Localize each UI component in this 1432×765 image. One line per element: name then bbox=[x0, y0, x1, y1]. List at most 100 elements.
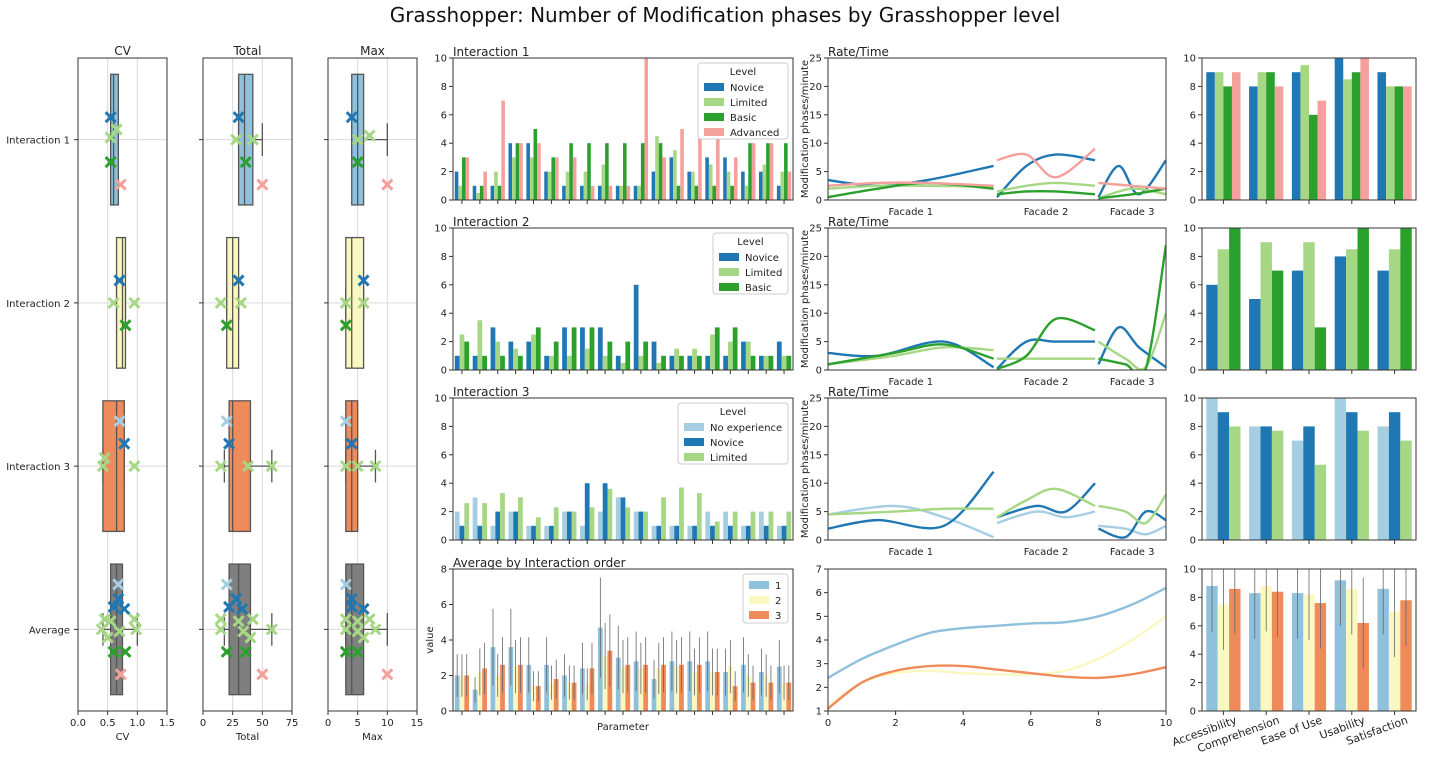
y-tick-label: 0 bbox=[1190, 536, 1196, 547]
bar bbox=[490, 327, 496, 370]
bar bbox=[482, 355, 487, 370]
point-marker bbox=[110, 123, 123, 136]
bar bbox=[732, 511, 738, 540]
marker-stroke bbox=[118, 602, 131, 616]
legend-swatch bbox=[719, 253, 739, 261]
bar bbox=[1249, 426, 1261, 540]
axes-frame bbox=[452, 227, 794, 371]
point-marker bbox=[246, 133, 259, 146]
y-tick-label: 8 bbox=[441, 565, 447, 576]
bar bbox=[601, 164, 606, 200]
bar bbox=[615, 185, 620, 200]
marker-stroke bbox=[214, 613, 227, 626]
point-marker bbox=[214, 296, 227, 309]
x-tick-label: 10 bbox=[381, 718, 394, 729]
legend-box bbox=[677, 402, 789, 465]
point-marker bbox=[130, 623, 143, 636]
bar bbox=[741, 341, 746, 370]
marker-stroke bbox=[369, 623, 382, 636]
bar bbox=[759, 511, 764, 540]
bar bbox=[566, 511, 572, 540]
marker-stroke bbox=[113, 625, 126, 638]
bar bbox=[597, 185, 602, 200]
y-tick-label: 0 bbox=[441, 366, 447, 377]
bar bbox=[726, 171, 731, 200]
series-line bbox=[996, 181, 1096, 193]
bar bbox=[705, 511, 711, 540]
marker-stroke bbox=[220, 645, 233, 658]
bar bbox=[615, 355, 621, 370]
legend-label: Basic bbox=[745, 283, 771, 294]
bar bbox=[762, 164, 767, 200]
bar bbox=[769, 143, 774, 200]
bar bbox=[1206, 72, 1215, 200]
bar bbox=[674, 348, 680, 370]
y-tick-label: 10 bbox=[434, 54, 447, 65]
series-line bbox=[1097, 325, 1166, 369]
marker-stroke bbox=[339, 319, 352, 332]
bar bbox=[465, 157, 470, 200]
bar bbox=[692, 348, 697, 370]
point-marker bbox=[101, 631, 114, 644]
bar bbox=[1346, 412, 1358, 540]
point-marker bbox=[345, 111, 358, 124]
y-tick-label: 6 bbox=[1190, 110, 1196, 121]
point-marker bbox=[339, 415, 352, 428]
marker-stroke bbox=[339, 645, 352, 658]
y-tick-label: 0 bbox=[1190, 707, 1196, 718]
marker-stroke bbox=[237, 625, 250, 638]
facade-label: Facade 3 bbox=[1110, 207, 1155, 218]
bar bbox=[691, 171, 695, 200]
bar bbox=[625, 341, 631, 370]
y-tick-label: 2 bbox=[1190, 678, 1196, 689]
point-marker bbox=[246, 613, 259, 626]
y-tick-label: 10 bbox=[434, 394, 447, 405]
bar bbox=[763, 355, 769, 370]
marker-stroke bbox=[265, 460, 278, 473]
point-marker bbox=[107, 645, 120, 658]
point-marker bbox=[128, 296, 141, 309]
point-marker bbox=[351, 645, 364, 658]
bar bbox=[1206, 586, 1218, 711]
x-tick-label: 75 bbox=[286, 718, 299, 729]
bar bbox=[1271, 270, 1284, 370]
bar bbox=[464, 341, 470, 370]
bar bbox=[535, 517, 541, 540]
bar bbox=[608, 185, 613, 200]
bar bbox=[551, 157, 555, 200]
bar bbox=[607, 488, 613, 540]
legend-label: 3 bbox=[775, 611, 781, 622]
point-marker bbox=[363, 613, 376, 626]
bar bbox=[597, 511, 603, 540]
point-marker bbox=[113, 415, 126, 428]
marker-stroke bbox=[104, 156, 117, 169]
bar bbox=[776, 341, 782, 370]
bar bbox=[1291, 72, 1301, 200]
y-tick-label: 20 bbox=[809, 252, 822, 263]
marker-stroke bbox=[381, 178, 394, 191]
bar bbox=[490, 525, 496, 540]
bar bbox=[553, 341, 559, 370]
y-tick-label: 10 bbox=[809, 139, 822, 150]
point-marker bbox=[119, 319, 132, 332]
bar bbox=[584, 348, 590, 370]
y-tick-label: 4 bbox=[441, 636, 447, 647]
bar bbox=[1206, 284, 1218, 370]
bar bbox=[1334, 256, 1347, 370]
marker-stroke bbox=[339, 613, 352, 626]
bar bbox=[619, 185, 623, 200]
linechart-rate-2: 0 5 10 15 20 25 Facade 1 Facade 2 Facade 3 Rate/T… bbox=[800, 215, 1167, 388]
x-tick-label: 8 bbox=[1095, 718, 1101, 729]
bar bbox=[633, 185, 638, 200]
point-marker bbox=[214, 613, 227, 626]
marker-stroke bbox=[104, 131, 117, 144]
line-group bbox=[828, 471, 1166, 539]
bar bbox=[1346, 249, 1358, 370]
bar bbox=[669, 355, 675, 370]
x-axis-label: Parameter bbox=[597, 722, 650, 733]
marker-stroke bbox=[232, 615, 245, 628]
legend-swatch bbox=[704, 128, 724, 136]
point-marker bbox=[220, 578, 233, 591]
bar bbox=[620, 497, 626, 540]
bar bbox=[687, 355, 693, 370]
